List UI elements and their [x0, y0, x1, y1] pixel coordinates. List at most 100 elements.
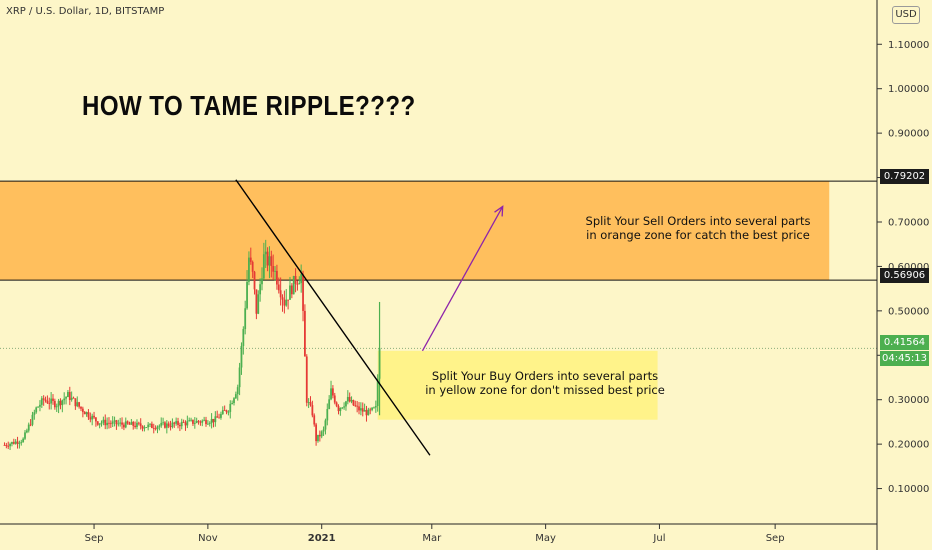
candle-body [31, 414, 34, 425]
candle-body [178, 425, 181, 427]
candle-body [289, 285, 291, 300]
candle-body [147, 424, 150, 428]
price-tick-label: 0.70000 [888, 217, 929, 228]
candle-body [333, 395, 336, 403]
candle-body [132, 422, 135, 426]
candle-body [126, 421, 129, 424]
candle-body [192, 419, 194, 424]
candle-body [102, 419, 105, 423]
candle-body [42, 398, 45, 400]
candle-body [158, 425, 161, 427]
candle-body [231, 402, 234, 404]
candle-body [376, 378, 379, 407]
candle-body [63, 398, 66, 401]
price-tick-label: 0.10000 [888, 484, 929, 495]
last-price-tag: 0.41564 [880, 335, 929, 350]
candle-body [33, 412, 36, 415]
candle-body [171, 422, 174, 427]
chart-headline: HOW TO TAME RIPPLE???? [82, 90, 416, 121]
candle-body [298, 283, 301, 285]
candle-body [48, 403, 51, 404]
trendline [235, 179, 431, 456]
candle-body [367, 409, 370, 416]
candle-body [154, 428, 157, 430]
candle-body [225, 410, 228, 413]
candle-body [152, 427, 155, 429]
candle-body [9, 443, 11, 447]
candle-body [59, 400, 62, 406]
candle-body [162, 422, 164, 424]
candle-body [221, 410, 224, 415]
candle-body [14, 441, 17, 444]
candle-body [123, 424, 125, 428]
candle-body [197, 420, 200, 422]
candle-body [313, 415, 316, 425]
candle-body [272, 266, 275, 272]
candle-body [89, 417, 92, 420]
candle-body [233, 398, 235, 403]
candle-body [108, 422, 110, 424]
candle-body [311, 405, 314, 416]
candle-body [266, 251, 269, 266]
symbol-title[interactable]: XRP / U.S. Dollar, 1D, BITSTAMP [6, 6, 165, 17]
candle-body [27, 424, 30, 431]
candle-body [117, 423, 120, 425]
candle-body [358, 406, 360, 411]
candle-body [67, 391, 69, 398]
candle-body [76, 402, 79, 407]
candle-body [53, 400, 56, 408]
candle-body [177, 421, 179, 426]
candle-body [12, 442, 15, 444]
candle-body [261, 278, 263, 285]
candle-body [253, 271, 256, 290]
candle-body [214, 416, 217, 423]
candle-body [5, 445, 8, 446]
candle-body [61, 400, 64, 406]
candle-body [182, 421, 185, 423]
candle-body [104, 419, 107, 426]
candle-body [18, 442, 21, 444]
candle-body [322, 429, 325, 432]
candle-body [317, 434, 319, 442]
candle-body [85, 412, 88, 415]
price-tick-label: 1.10000 [888, 40, 929, 51]
time-tick-label: Sep [85, 533, 104, 544]
time-tick-label: 2021 [308, 533, 336, 544]
price-tick-label: 1.00000 [888, 84, 929, 95]
candle-body [234, 394, 237, 399]
candle-body [128, 423, 131, 425]
candle-body [218, 417, 220, 419]
candle-body [244, 308, 247, 330]
candle-body [251, 261, 254, 272]
candle-body [115, 420, 118, 425]
candle-body [216, 416, 219, 418]
time-tick-label: May [535, 533, 556, 544]
time-tick-label: Sep [766, 533, 785, 544]
zone-yellow-zone [377, 350, 658, 420]
candle-body [285, 299, 288, 306]
candle-body [227, 411, 230, 413]
candle-body [309, 402, 312, 406]
candle-body [268, 256, 271, 266]
candle-body [264, 251, 267, 255]
price-tick-label: 0.60000 [888, 262, 929, 273]
candle-body [339, 408, 342, 412]
candle-body [65, 397, 67, 399]
candle-body [145, 427, 148, 428]
candle-body [328, 399, 331, 409]
candle-body [246, 281, 248, 309]
candle-body [199, 421, 202, 423]
zone-orange-zone [0, 181, 830, 281]
candle-body [335, 402, 338, 407]
currency-button[interactable]: USD [892, 6, 920, 24]
candle-body [173, 422, 176, 424]
candle-body [186, 421, 189, 426]
candle-body [276, 270, 278, 285]
candle-body [210, 418, 213, 424]
candle-body [137, 422, 140, 424]
candle-body [98, 423, 101, 425]
candle-body [290, 285, 293, 295]
candle-body [195, 420, 198, 423]
